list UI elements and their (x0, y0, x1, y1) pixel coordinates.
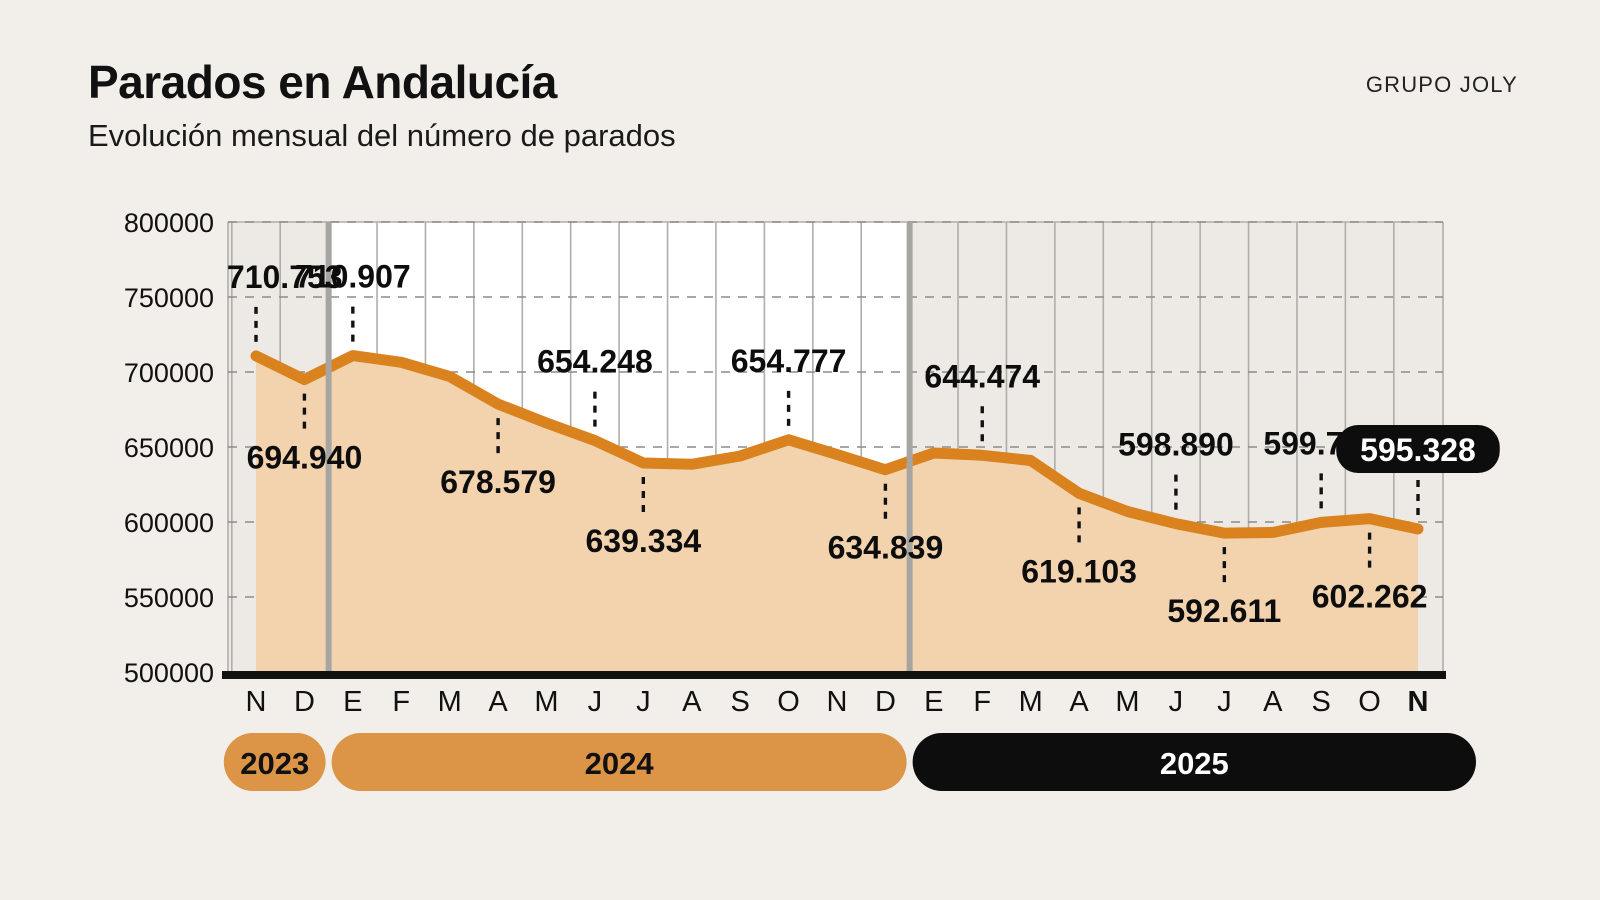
x-axis-tick-label-24: N (1408, 686, 1429, 718)
data-value-label: 619.103 (1021, 553, 1137, 589)
year-badge-label-2025: 2025 (1160, 746, 1229, 781)
year-badge-2023 (223, 733, 326, 791)
x-axis-tick-label-20: J (1217, 686, 1232, 718)
x-axis-tick-label-7: J (588, 686, 603, 718)
page-title: Parados en Andalucía (88, 56, 557, 108)
x-axis-tick-label-2: E (343, 686, 362, 718)
x-axis-tick-label-3: F (392, 686, 410, 718)
x-axis-tick-label-0: N (246, 686, 267, 718)
data-value-label: 639.334 (585, 523, 701, 559)
y-axis-ticks: 800000 750000 700000 650000 600000 550000 5000… (124, 208, 214, 688)
year-badge-label-2023: 2023 (240, 746, 309, 781)
data-value-label: 678.579 (440, 464, 556, 500)
brand-label: GRUPO JOLY (1365, 72, 1518, 97)
x-axis-tick-label-21: A (1263, 686, 1283, 718)
data-value-label: 634.839 (828, 530, 944, 566)
x-axis-tick-label-12: N (827, 686, 848, 718)
year-badges: 2023 2024 2025 (223, 733, 1476, 791)
x-axis-tick-label-18: M (1115, 686, 1139, 718)
y-axis-tick-label: 550000 (124, 583, 214, 613)
series-line (250, 350, 1424, 539)
x-axis-tick-label-13: D (875, 686, 896, 718)
y-axis-tick-label: 800000 (124, 208, 214, 238)
data-value-label: 654.248 (537, 344, 653, 380)
data-value-label: 598.890 (1118, 427, 1234, 463)
x-axis-tick-label-1: D (294, 686, 315, 718)
data-value-labels: 710.753 694.940 710.907 678.579 654.248 639.3… (227, 259, 1500, 629)
data-value-label: 694.940 (247, 440, 363, 476)
x-axis-tick-label-17: A (1069, 686, 1089, 718)
x-axis-tick-label-6: M (534, 686, 558, 718)
series-line-path (250, 350, 1424, 539)
data-value-label: 602.262 (1312, 579, 1428, 615)
y-axis-tick-label: 600000 (124, 508, 214, 538)
chart-header: Parados en Andalucía Evolución mensual d… (88, 58, 1518, 153)
data-value-label: 654.777 (731, 343, 847, 379)
x-axis-tick-label-5: A (488, 686, 508, 718)
y-axis-tick-label: 500000 (124, 658, 214, 688)
year-badge-label-2024: 2024 (585, 746, 655, 781)
x-axis-tick-label-15: F (973, 686, 991, 718)
x-axis-tick-label-4: M (438, 686, 462, 718)
highlight-value-badge (1336, 425, 1500, 474)
x-axis-tick-label-11: O (777, 686, 800, 718)
x-axis-tick-label-9: A (682, 686, 702, 718)
y-axis-tick-label: 700000 (124, 358, 214, 388)
x-axis-tick-label-16: M (1019, 686, 1043, 718)
data-value-label: 710.753 (227, 259, 343, 295)
data-value-label-highlight: 595.328 (1360, 432, 1476, 468)
year-badge-2024 (331, 733, 907, 791)
x-axis-tick-label-8: J (636, 686, 651, 718)
data-value-label: 710.907 (295, 259, 411, 295)
x-axis-tick-label-14: E (924, 686, 943, 718)
area-fill-path (256, 355, 1418, 672)
y-axis-tick-label: 750000 (124, 283, 214, 313)
year-badge-2025 (912, 733, 1476, 791)
label-leader-lines (254, 299, 1420, 590)
area-fill (256, 355, 1418, 672)
page-subtitle: Evolución mensual del número de parados (88, 118, 676, 154)
x-axis-tick-label-22: S (1311, 686, 1330, 718)
year-dividers (325, 222, 913, 672)
data-value-label: 592.611 (1167, 593, 1281, 629)
x-axis-tick-label-23: O (1358, 686, 1381, 718)
y-axis-tick-label: 650000 (124, 433, 214, 463)
x-axis-tick-label-19: J (1169, 686, 1184, 718)
data-value-label: 644.474 (924, 358, 1040, 394)
x-axis-tick-label-10: S (730, 686, 749, 718)
